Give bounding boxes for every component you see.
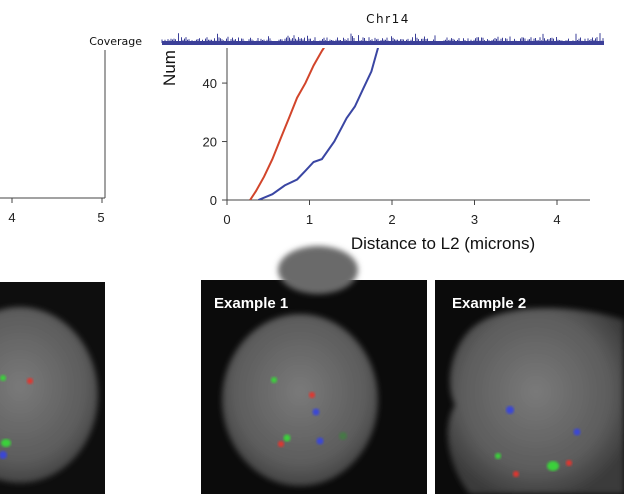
y-ticks: 0 20 40 [203, 76, 227, 208]
blue-signal [0, 451, 7, 459]
series-group [249, 48, 380, 200]
red-signal [27, 378, 33, 384]
panel-left [0, 282, 105, 494]
coverage-track [161, 33, 604, 45]
blue-signal [312, 408, 320, 416]
coverage-track-profile [161, 33, 604, 43]
y-axis-label: Num [160, 50, 179, 86]
x-tick-label: 1 [306, 212, 313, 227]
neighbor-nucleus [278, 246, 358, 294]
green-signal [495, 453, 501, 459]
green-signal [1, 439, 11, 447]
series-line-1 [249, 48, 325, 200]
red-signal [513, 471, 519, 477]
green-signal [339, 432, 347, 440]
blue-signal [573, 428, 581, 436]
right-chart: Chr14 Coverage 0 20 40 0 1 2 3 4 Num Distance … [89, 12, 604, 253]
x-axis-label: Distance to L2 (microns) [351, 234, 535, 253]
chart-title: Chr14 [366, 12, 410, 26]
nucleus [222, 314, 378, 486]
green-signal [0, 375, 6, 381]
x-tick-label: 4 [553, 212, 560, 227]
coverage-label: Coverage [89, 35, 142, 48]
blue-signal [506, 406, 514, 414]
series-line-2 [258, 48, 380, 200]
left-chart: 4 5 [0, 50, 106, 225]
y-tick-label: 0 [210, 193, 217, 208]
left-x-tick-label: 4 [8, 210, 15, 225]
panel-example-2-label: Example 2 [452, 295, 526, 312]
panel-example-1-label: Example 1 [214, 295, 288, 312]
x-ticks: 0 1 2 3 4 [223, 200, 561, 227]
red-signal [278, 441, 284, 447]
x-tick-label: 0 [223, 212, 230, 227]
green-signal [283, 434, 291, 442]
blue-signal [316, 437, 324, 445]
y-tick-label: 40 [203, 76, 217, 91]
left-x-tick-label: 5 [97, 210, 104, 225]
red-signal [566, 460, 572, 466]
nucleus [0, 307, 98, 483]
nucleus [447, 308, 624, 494]
green-signal [271, 377, 277, 383]
x-tick-label: 3 [471, 212, 478, 227]
y-tick-label: 20 [203, 135, 217, 150]
panel-example-2: Example 2 [435, 280, 624, 494]
red-signal [309, 392, 315, 398]
panel-example-1: Example 1 [201, 246, 427, 494]
x-tick-label: 2 [388, 212, 395, 227]
green-signal [547, 461, 559, 471]
